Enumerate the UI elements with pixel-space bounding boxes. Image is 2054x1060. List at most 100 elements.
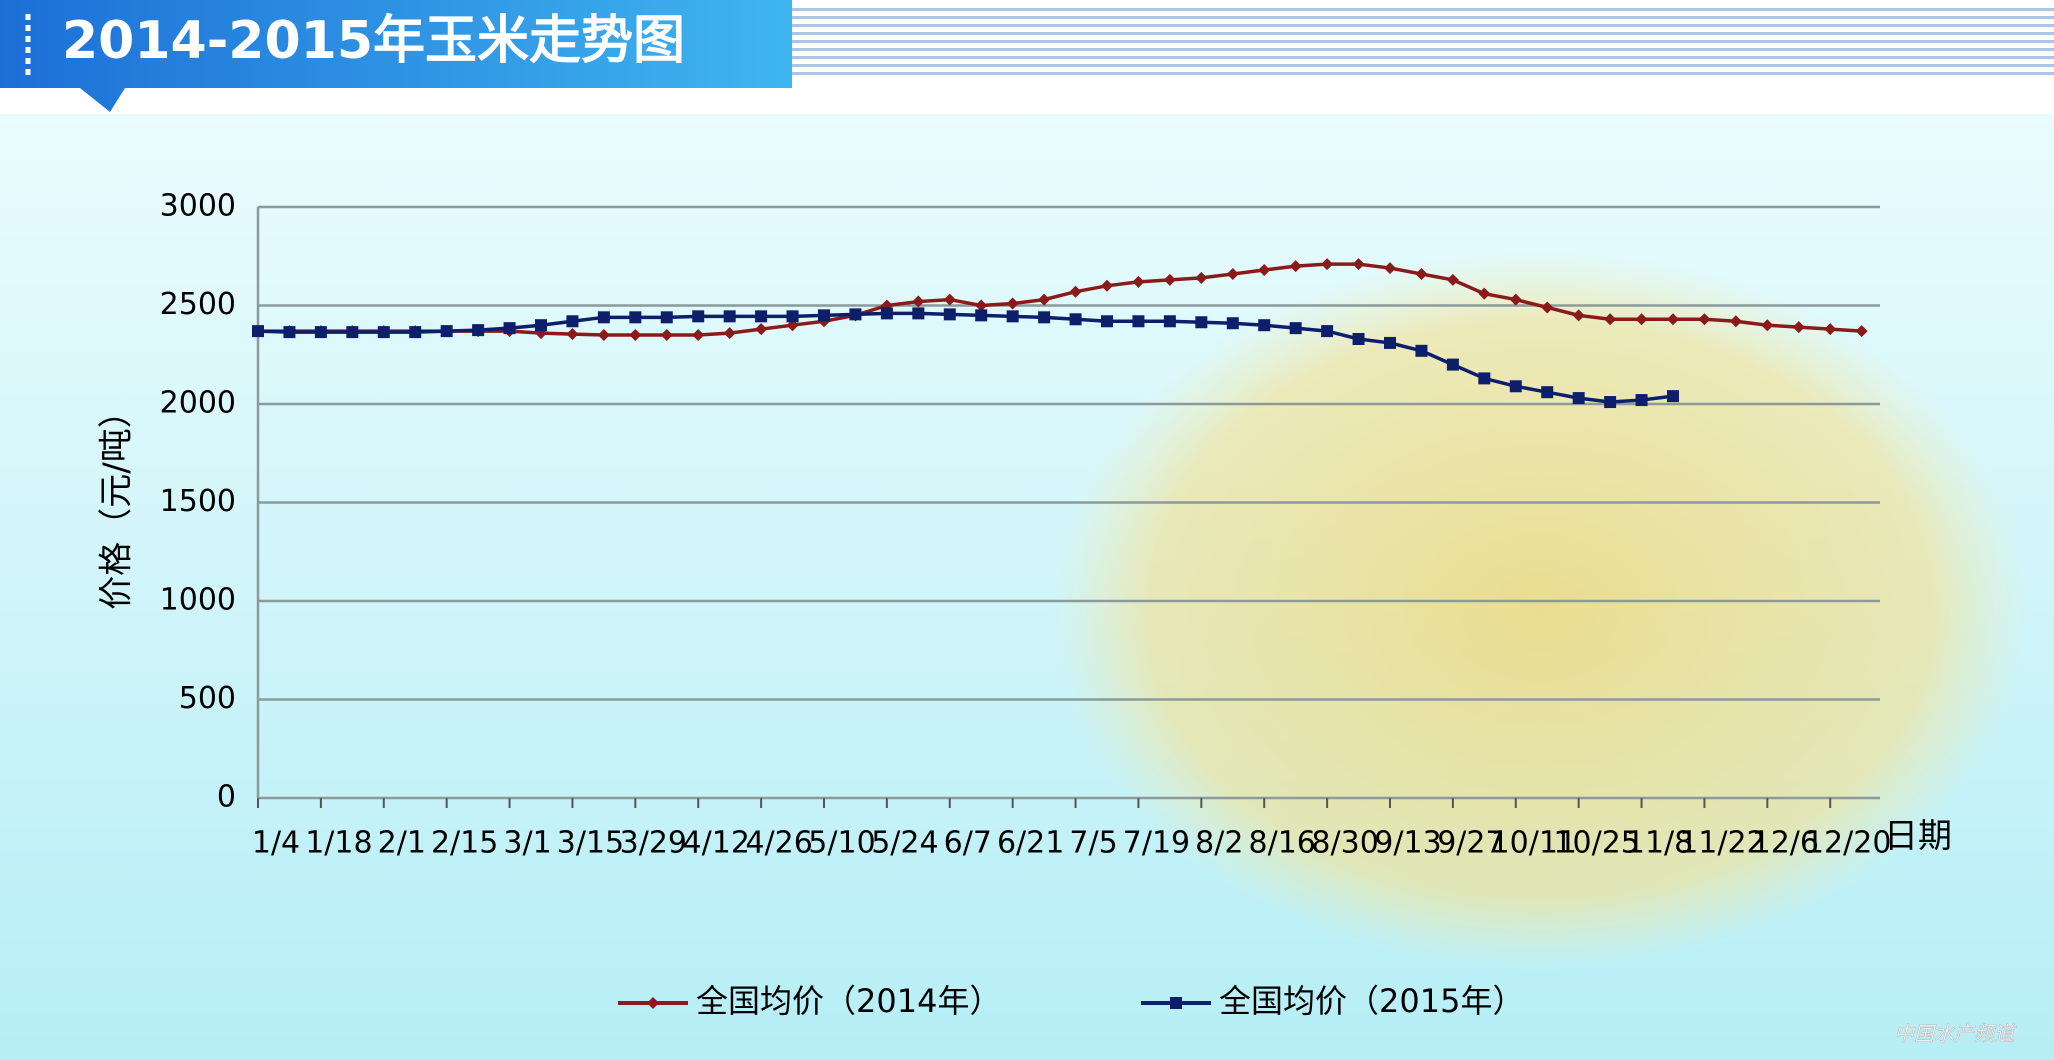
y-tick-label: 2000 — [160, 386, 236, 421]
point — [1792, 321, 1805, 334]
x-tick-label: 10/25 — [1553, 826, 1639, 861]
point — [1541, 386, 1554, 399]
point — [692, 329, 705, 342]
point — [1132, 275, 1145, 288]
point — [1383, 336, 1396, 349]
point — [252, 325, 264, 338]
point — [440, 325, 453, 338]
x-tick-label: 7/19 — [1123, 826, 1190, 861]
x-tick-label: 11/22 — [1679, 826, 1765, 861]
x-tick-label: 1/18 — [305, 826, 372, 861]
point — [1415, 344, 1428, 357]
point — [755, 310, 768, 323]
point — [1824, 323, 1837, 336]
x-tick-label: 6/21 — [997, 826, 1064, 861]
point — [786, 310, 799, 323]
point — [1289, 322, 1302, 335]
point — [1446, 358, 1459, 371]
point — [1855, 325, 1868, 338]
point — [1195, 316, 1208, 329]
point — [1478, 372, 1491, 385]
point — [975, 309, 988, 322]
series-line — [258, 262, 1862, 337]
x-tick-label: 12/20 — [1805, 826, 1891, 861]
point — [1006, 297, 1019, 310]
point — [1226, 317, 1239, 330]
x-tick-label: 10/11 — [1491, 826, 1577, 861]
point — [1069, 313, 1082, 326]
point — [1170, 997, 1182, 1009]
point — [1038, 311, 1051, 324]
point — [314, 326, 327, 339]
y-axis-label: 价格（元/吨） — [97, 394, 137, 609]
point — [566, 328, 579, 341]
point — [1195, 271, 1208, 284]
point — [849, 308, 862, 321]
point — [1163, 315, 1176, 328]
point — [723, 327, 736, 340]
x-tick-label: 2/15 — [431, 826, 498, 861]
point — [1729, 315, 1742, 328]
point — [1352, 258, 1365, 271]
y-tick-label: 0 — [217, 780, 236, 815]
point — [660, 311, 673, 324]
point — [1572, 392, 1585, 405]
x-tick-label: 8/30 — [1311, 826, 1378, 861]
point — [629, 311, 642, 324]
x-tick-label: 5/24 — [871, 826, 938, 861]
point — [1604, 313, 1617, 326]
point — [1761, 319, 1774, 332]
point — [534, 319, 547, 332]
point — [1541, 301, 1554, 314]
x-tick-label: 1/4 — [252, 826, 300, 861]
point — [975, 299, 988, 312]
x-tick-label: 2/1 — [378, 826, 426, 861]
corn-image — [1050, 250, 2030, 970]
point — [943, 293, 956, 306]
y-tick-label: 2500 — [160, 287, 236, 322]
x-tick-label: 4/12 — [683, 826, 750, 861]
legend-label: 全国均价（2015年） — [1219, 982, 1524, 1020]
point — [817, 309, 830, 322]
point — [629, 329, 642, 342]
x-tick-label: 3/15 — [557, 826, 624, 861]
point — [1666, 313, 1679, 326]
point — [1415, 267, 1428, 280]
title-banner — [0, 0, 792, 112]
point — [409, 326, 422, 339]
x-axis-label: 日期 — [1884, 817, 1952, 857]
series-line — [257, 311, 1674, 404]
point — [1258, 319, 1271, 332]
point — [1604, 396, 1617, 409]
x-tick-label: 9/27 — [1437, 826, 1504, 861]
point — [660, 329, 673, 342]
point — [647, 997, 659, 1009]
point — [1038, 293, 1051, 306]
x-tick-label: 3/1 — [503, 826, 551, 861]
point — [880, 307, 893, 320]
y-tick-label: 3000 — [160, 189, 236, 224]
y-tick-label: 1500 — [160, 484, 236, 519]
point — [1006, 310, 1019, 323]
stripes — [792, 6, 2054, 78]
x-tick-label: 7/5 — [1069, 826, 1117, 861]
point — [1258, 264, 1271, 277]
point — [1509, 293, 1522, 306]
x-tick-label: 9/13 — [1374, 826, 1441, 861]
point — [912, 295, 925, 308]
point — [1226, 267, 1239, 280]
x-tick-label: 8/16 — [1249, 826, 1316, 861]
x-tick-label: 8/2 — [1195, 826, 1243, 861]
point — [912, 307, 925, 320]
point — [943, 308, 956, 321]
point — [1383, 262, 1396, 275]
point — [1289, 260, 1302, 273]
x-tick-label: 11/8 — [1626, 826, 1693, 861]
x-tick-label: 4/26 — [745, 826, 812, 861]
y-tick-label: 1000 — [160, 583, 236, 618]
point — [283, 326, 296, 339]
x-tick-label: 5/10 — [808, 826, 875, 861]
point — [1321, 258, 1334, 271]
